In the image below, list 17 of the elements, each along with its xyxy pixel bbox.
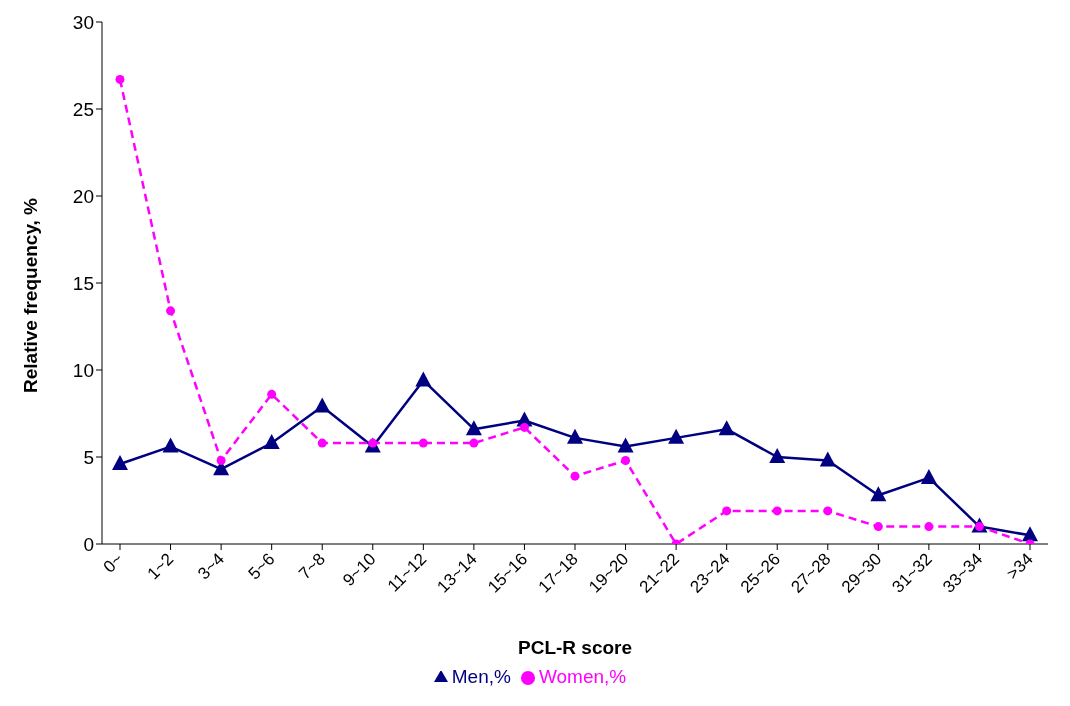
y-tick-label: 20 [72,185,94,207]
x-tick-label: 0~ [99,549,127,577]
y-tick-label: 0 [83,533,94,555]
y-tick-label: 5 [83,446,94,468]
x-tick-label: 5~6 [244,549,279,584]
y-tick-label: 10 [72,359,94,381]
x-axis-title: PCL-R score [517,637,633,658]
x-tick-label: 1~2 [143,549,178,584]
x-tick-label: >34 [1003,549,1037,584]
y-tick-label: 25 [72,98,94,120]
y-axis-title: Relative frequency, % [19,197,41,393]
x-tick-label: 7~8 [295,549,330,584]
x-tick-label: 3~4 [194,549,228,584]
legend-label: Men,% [451,666,511,687]
y-tick-label: 15 [72,272,94,294]
y-tick-label: 30 [72,11,94,33]
legend-label: Women,% [538,666,627,687]
